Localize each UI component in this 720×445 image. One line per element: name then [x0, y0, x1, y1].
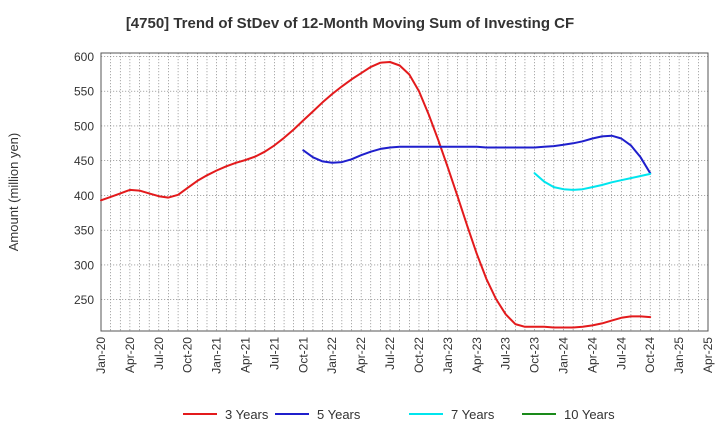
- x-tick-label: Jul-24: [614, 337, 628, 370]
- y-tick-label: 500: [74, 119, 94, 133]
- x-tick-label: Apr-21: [239, 337, 253, 373]
- y-tick-label: 400: [74, 189, 94, 203]
- x-tick-label: Jan-24: [556, 337, 570, 374]
- x-tick-label: Jul-21: [267, 337, 281, 370]
- series-line-3-years: [100, 61, 652, 329]
- series-line-5-years: [302, 134, 652, 175]
- x-tick-label: Jan-20: [94, 337, 108, 374]
- x-tick-label: Apr-24: [585, 337, 599, 373]
- x-tick-label: Jul-22: [383, 337, 397, 370]
- plot-border: [100, 52, 709, 332]
- series-line-7-years: [533, 172, 652, 191]
- series-lines: [100, 61, 652, 329]
- legend-label-3-years: 3 Years: [225, 407, 269, 422]
- x-tick-label: Apr-22: [354, 337, 368, 373]
- y-axis-label: Amount (million yen): [6, 133, 21, 252]
- y-tick-label: 250: [74, 293, 94, 307]
- x-tick-label: Jan-21: [210, 337, 224, 374]
- x-tick-label: Apr-23: [470, 337, 484, 373]
- grid-lines: [101, 53, 708, 331]
- legend: 3 Years 5 Years 7 Years 10 Years: [183, 407, 615, 422]
- x-tick-label: Oct-22: [412, 337, 426, 373]
- y-tick-label: 300: [74, 258, 94, 272]
- x-axis-ticks: Jan-20 Apr-20 Jul-20 Oct-20 Jan-21 Apr-21 Jul-…: [94, 337, 715, 374]
- y-tick-label: 450: [74, 154, 94, 168]
- y-tick-label: 600: [74, 50, 94, 64]
- y-axis-ticks: 250 300 350 400 450 500 550 600: [74, 50, 94, 307]
- x-tick-label: Jul-23: [499, 337, 513, 370]
- x-tick-label: Jan-23: [441, 337, 455, 374]
- y-tick-label: 350: [74, 224, 94, 238]
- plot-area: 250 300 350 400 450 500 550 600 Jan-20 Apr-20 Jul-…: [74, 50, 715, 374]
- x-tick-label: Jan-25: [672, 337, 686, 374]
- legend-label-5-years: 5 Years: [317, 407, 361, 422]
- x-tick-label: Oct-24: [643, 337, 657, 373]
- x-tick-label: Apr-20: [123, 337, 137, 373]
- chart-title: [4750] Trend of StDev of 12-Month Moving…: [126, 15, 574, 32]
- x-tick-label: Oct-21: [296, 337, 310, 373]
- x-tick-label: Jul-20: [152, 337, 166, 370]
- x-tick-label: Oct-20: [181, 337, 195, 373]
- x-tick-label: Jan-22: [325, 337, 339, 374]
- x-tick-label: Oct-23: [528, 337, 542, 373]
- legend-label-7-years: 7 Years: [451, 407, 495, 422]
- x-tick-label: Apr-25: [701, 337, 715, 373]
- legend-label-10-years: 10 Years: [564, 407, 615, 422]
- y-tick-label: 550: [74, 85, 94, 99]
